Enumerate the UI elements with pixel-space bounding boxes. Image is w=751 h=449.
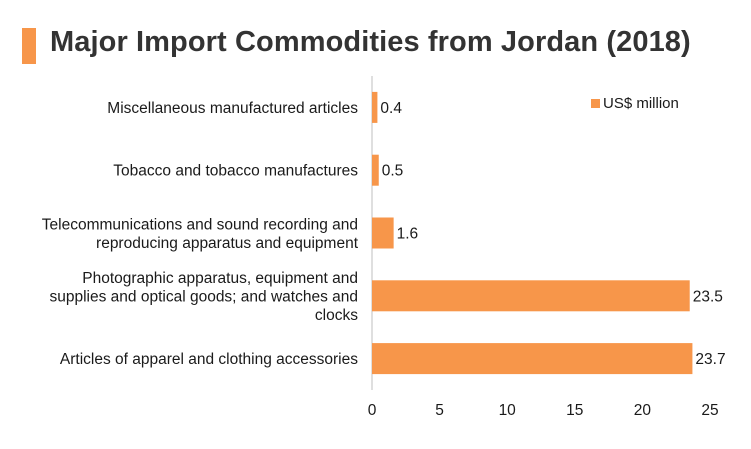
- x-tick-label: 15: [566, 402, 583, 419]
- value-label: 0.5: [382, 163, 404, 180]
- bar: [372, 343, 693, 375]
- category-label: clocks: [315, 307, 358, 324]
- category-label: Telecommunications and sound recording a…: [42, 216, 358, 233]
- bar: [372, 91, 378, 123]
- category-label: Articles of apparel and clothing accesso…: [60, 351, 358, 368]
- x-tick-label: 5: [435, 402, 444, 419]
- category-label: Photographic apparatus, equipment and: [82, 270, 358, 287]
- bar: [372, 217, 394, 249]
- legend-swatch: [591, 99, 600, 108]
- x-tick-label: 20: [634, 402, 652, 419]
- value-label: 1.6: [397, 226, 419, 243]
- category-label: supplies and optical goods; and watches …: [50, 288, 359, 305]
- value-label: 0.4: [380, 100, 402, 117]
- legend-label: US$ million: [603, 95, 679, 112]
- category-label: Tobacco and tobacco manufactures: [113, 163, 358, 180]
- x-tick-label: 25: [701, 402, 718, 419]
- x-tick-label: 0: [368, 402, 377, 419]
- chart-title: Major Import Commodities from Jordan (20…: [50, 26, 691, 58]
- x-tick-label: 10: [499, 402, 517, 419]
- value-label: 23.5: [693, 288, 723, 305]
- bar: [372, 280, 690, 312]
- value-label: 23.7: [695, 351, 725, 368]
- category-label: reproducing apparatus and equipment: [96, 235, 359, 252]
- title-accent-bar: [22, 28, 36, 64]
- category-label: Miscellaneous manufactured articles: [107, 100, 358, 117]
- bar: [372, 154, 379, 186]
